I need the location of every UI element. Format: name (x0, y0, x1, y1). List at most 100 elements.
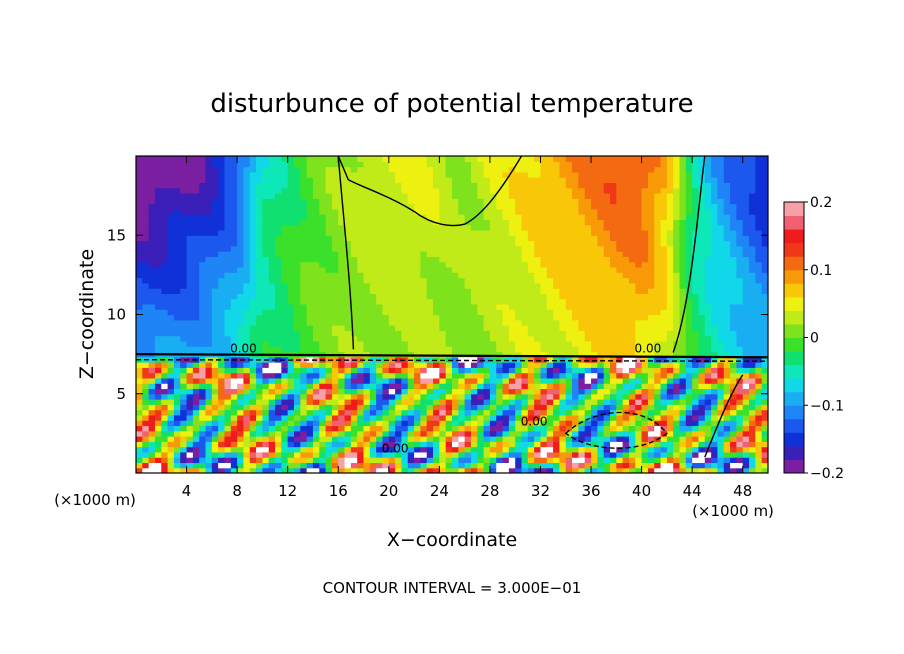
heatmap-cell (224, 372, 232, 379)
heatmap-cell (268, 414, 276, 421)
heatmap-cell (243, 277, 251, 284)
heatmap-cell (647, 340, 655, 347)
heatmap-cell (546, 298, 554, 305)
heatmap-cell (414, 446, 421, 453)
heatmap-cell (224, 383, 232, 390)
heatmap-cell (414, 229, 421, 236)
heatmap-cell (180, 399, 188, 405)
heatmap-cell (167, 192, 175, 199)
heatmap-cell (515, 245, 523, 252)
heatmap-cell (477, 156, 485, 162)
heatmap-cell (205, 251, 213, 257)
heatmap-cell (369, 467, 377, 473)
heatmap-cell (167, 171, 175, 178)
heatmap-cell (192, 436, 200, 442)
heatmap-cell (635, 177, 643, 184)
heatmap-cell (262, 251, 270, 257)
heatmap-cell (565, 219, 573, 226)
heatmap-cell (584, 457, 592, 464)
heatmap-cell (622, 256, 630, 263)
heatmap-cell (205, 319, 213, 326)
heatmap-cell (218, 467, 226, 473)
heatmap-cell (445, 224, 453, 231)
heatmap-cell (363, 219, 371, 226)
heatmap-cell (319, 224, 327, 231)
heatmap-cell (610, 309, 617, 316)
heatmap-cell (445, 399, 453, 405)
heatmap-cell (660, 393, 668, 400)
heatmap-cell (275, 462, 282, 469)
heatmap-cell (452, 362, 459, 368)
heatmap-cell (237, 436, 245, 442)
heatmap-cell (275, 235, 282, 242)
heatmap-cell (489, 414, 497, 421)
heatmap-cell (433, 266, 440, 273)
heatmap-cell (565, 303, 573, 310)
heatmap-cell (369, 372, 377, 379)
heatmap-cell (268, 383, 276, 390)
heatmap-cell (338, 277, 346, 284)
heatmap-cell (565, 224, 573, 231)
heatmap-cell (180, 340, 188, 347)
heatmap-cell (268, 203, 276, 210)
heatmap-cell (325, 314, 333, 321)
heatmap-cell (439, 171, 447, 178)
heatmap-cell (489, 467, 497, 473)
heatmap-cell (515, 319, 523, 326)
heatmap-cell (268, 261, 276, 268)
heatmap-cell (199, 388, 207, 395)
heatmap-cell (572, 235, 579, 242)
heatmap-cell (622, 467, 630, 473)
heatmap-cell (458, 467, 466, 473)
heatmap-cell (578, 409, 586, 416)
heatmap-cell (186, 256, 194, 263)
heatmap-cell (249, 451, 257, 458)
heatmap-cell (268, 462, 276, 469)
heatmap-cell (647, 229, 655, 236)
heatmap-cell (237, 282, 245, 289)
heatmap-cell (357, 393, 365, 400)
heatmap-cell (628, 293, 636, 300)
heatmap-cell (452, 272, 459, 279)
heatmap-cell (452, 282, 459, 289)
heatmap-cell (211, 298, 219, 305)
heatmap-cell (167, 282, 175, 289)
heatmap-cell (540, 219, 548, 226)
heatmap-cell (154, 266, 162, 273)
heatmap-cell (199, 298, 207, 305)
heatmap-cell (591, 182, 598, 189)
heatmap-cell (603, 367, 611, 374)
heatmap-cell (249, 240, 257, 247)
heatmap-cell (452, 346, 459, 353)
heatmap-cell (331, 229, 339, 236)
heatmap-cell (325, 203, 333, 210)
heatmap-cell (325, 187, 333, 194)
heatmap-cell (515, 203, 523, 210)
heatmap-cell (597, 161, 605, 168)
heatmap-cell (338, 251, 346, 257)
heatmap-cell (369, 156, 377, 162)
heatmap-cell (211, 377, 219, 384)
heatmap-cell (628, 325, 636, 331)
heatmap-cell (508, 383, 516, 390)
heatmap-cell (407, 393, 415, 400)
heatmap-cell (553, 192, 561, 199)
heatmap-cell (338, 372, 346, 379)
heatmap-cell (426, 441, 434, 448)
heatmap-cell (369, 214, 377, 220)
heatmap-cell (508, 214, 516, 220)
heatmap-cell (230, 166, 238, 173)
heatmap-cell (628, 319, 636, 326)
heatmap-cell (452, 425, 459, 432)
heatmap-cell (281, 377, 289, 384)
heatmap-cell (369, 309, 377, 316)
heatmap-cell (508, 266, 516, 273)
heatmap-cell (464, 261, 472, 268)
heatmap-cell (300, 245, 308, 252)
heatmap-cell (180, 330, 188, 337)
heatmap-cell (464, 171, 472, 178)
heatmap-cell (660, 441, 668, 448)
heatmap-cell (508, 261, 516, 268)
heatmap-cell (142, 420, 150, 427)
heatmap-cell (300, 214, 308, 220)
